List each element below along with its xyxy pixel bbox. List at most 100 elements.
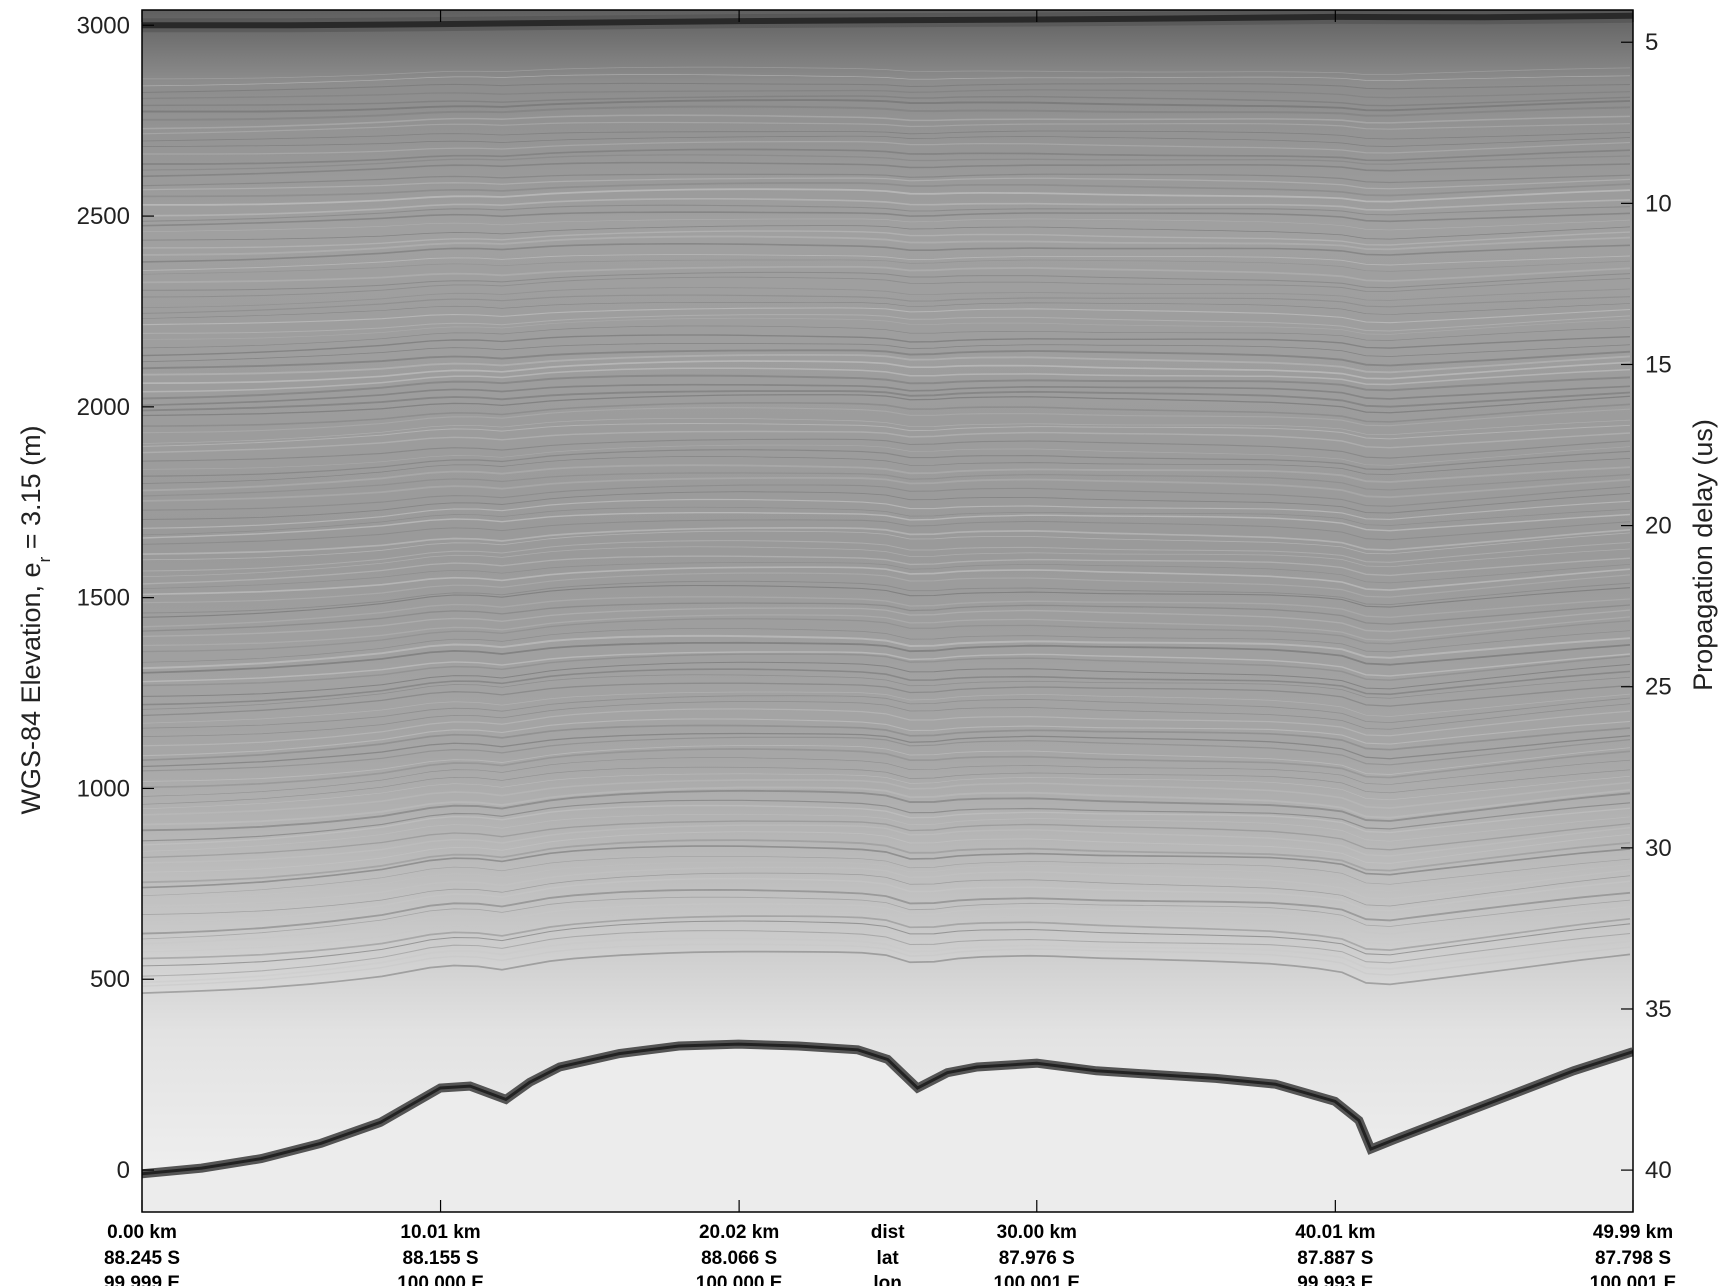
layer-line — [142, 498, 1631, 529]
layer-line — [142, 349, 1631, 370]
layer-line — [142, 736, 1631, 772]
left-tick-label: 0 — [117, 1157, 130, 1184]
layer-line — [142, 444, 1631, 470]
layer-line — [142, 872, 1631, 915]
left-axis-title-main: WGS-84 Elevation, e — [16, 562, 46, 814]
left-tick-label: 2500 — [77, 203, 130, 230]
layer-line — [142, 456, 1631, 484]
layer-line — [142, 839, 1631, 884]
x-tick-label-dist: 0.00 km — [107, 1222, 177, 1243]
layer-line — [142, 506, 1631, 536]
left-tick-label: 3000 — [77, 12, 130, 39]
layer-line — [142, 896, 1631, 940]
layer-line — [142, 188, 1631, 206]
layer-line — [142, 265, 1631, 284]
layer-line — [142, 402, 1631, 427]
layer-line — [142, 789, 1631, 832]
layer-line — [142, 307, 1631, 326]
layer-line — [142, 95, 1631, 107]
layer-line — [142, 824, 1631, 864]
layer-line — [142, 82, 1631, 93]
layer-line — [142, 74, 1631, 87]
right-tick-label: 35 — [1645, 996, 1672, 1023]
layer-line — [142, 602, 1631, 632]
x-tick-label-lon: 100.001 E — [1590, 1273, 1677, 1286]
layer-line — [142, 353, 1631, 376]
layer-line — [142, 691, 1631, 724]
layer-line — [142, 856, 1631, 897]
layer-line — [142, 477, 1631, 502]
x-tick-label-dist: 40.01 km — [1295, 1222, 1375, 1243]
x-tick-label-lat: 87.798 S — [1595, 1248, 1671, 1269]
layer-line — [142, 634, 1631, 670]
layer-line — [142, 367, 1631, 393]
left-tick-label: 2000 — [77, 394, 130, 421]
layer-line — [142, 154, 1631, 171]
layer-line — [142, 287, 1631, 309]
layer-line — [142, 148, 1631, 165]
layer-line — [142, 438, 1631, 462]
layer-line — [142, 114, 1631, 130]
layer-line — [142, 786, 1631, 826]
x-row-label: lon — [873, 1273, 902, 1286]
plot-frame — [141, 9, 1634, 1213]
right-tick-label: 20 — [1645, 513, 1672, 540]
bed-reflector-core — [142, 1042, 1633, 1176]
right-axis-title: Propagation delay (us) — [1688, 419, 1718, 691]
layer-line — [142, 641, 1631, 674]
x-tick-label-lat: 88.245 S — [104, 1248, 180, 1269]
layer-line — [142, 464, 1631, 492]
layer-line — [142, 66, 1631, 80]
surface-shadow — [142, 10, 1633, 33]
layer-line — [142, 584, 1631, 618]
layer-line — [142, 99, 1631, 113]
layer-line — [142, 618, 1631, 653]
layer-line — [142, 724, 1631, 762]
layer-line — [142, 718, 1631, 757]
right-axis: 5 10 15 20 25 30 35 40 — [1621, 29, 1672, 1184]
layer-line — [142, 472, 1631, 497]
x-tick-label-lon: 99.999 E — [104, 1273, 180, 1286]
layer-line — [142, 417, 1631, 444]
layer-line — [142, 301, 1631, 319]
x-tick-label-dist: 30.00 km — [997, 1222, 1077, 1243]
layer-line — [142, 343, 1631, 363]
layer-line — [142, 294, 1631, 314]
layer-line — [142, 527, 1631, 555]
layer-line — [142, 334, 1631, 357]
x-tick-label-dist: 49.99 km — [1593, 1222, 1673, 1243]
layer-line — [142, 562, 1631, 590]
layer-line — [142, 230, 1631, 249]
x-tick-label-lat: 87.887 S — [1297, 1248, 1373, 1269]
layer-line — [142, 732, 1631, 768]
layer-line — [142, 271, 1631, 291]
layer-line — [142, 580, 1631, 614]
layer-line — [142, 511, 1631, 539]
layer-line — [142, 423, 1631, 447]
left-axis-title: WGS-84 Elevation, er = 3.15 (m) — [16, 425, 54, 814]
x-row-label: dist — [871, 1222, 905, 1243]
layer-line — [142, 799, 1631, 842]
x-tick-label-dist: 10.01 km — [400, 1222, 480, 1243]
x-tick-label-lon: 100.000 E — [397, 1273, 484, 1286]
layer-line — [142, 259, 1631, 275]
layer-line — [142, 430, 1631, 454]
layer-line — [142, 530, 1631, 561]
layer-line — [142, 614, 1631, 647]
left-tick-label: 500 — [90, 966, 130, 993]
layer-line — [142, 182, 1631, 198]
layer-line — [142, 653, 1631, 687]
layer-line — [142, 845, 1631, 889]
layer-line — [142, 449, 1631, 477]
right-tick-label: 30 — [1645, 835, 1672, 862]
layer-line — [142, 930, 1631, 977]
layer-line — [142, 757, 1631, 797]
layer-line — [142, 243, 1631, 263]
layer-line — [142, 911, 1631, 953]
layer-line — [142, 546, 1631, 578]
x-axis: 0.00 km 88.245 S 99.999 E 10.01 km 88.155 S 1… — [104, 10, 1676, 1286]
left-axis-title-rest: = 3.15 (m) — [16, 425, 46, 556]
layer-line — [142, 235, 1631, 256]
layer-line — [142, 211, 1631, 227]
